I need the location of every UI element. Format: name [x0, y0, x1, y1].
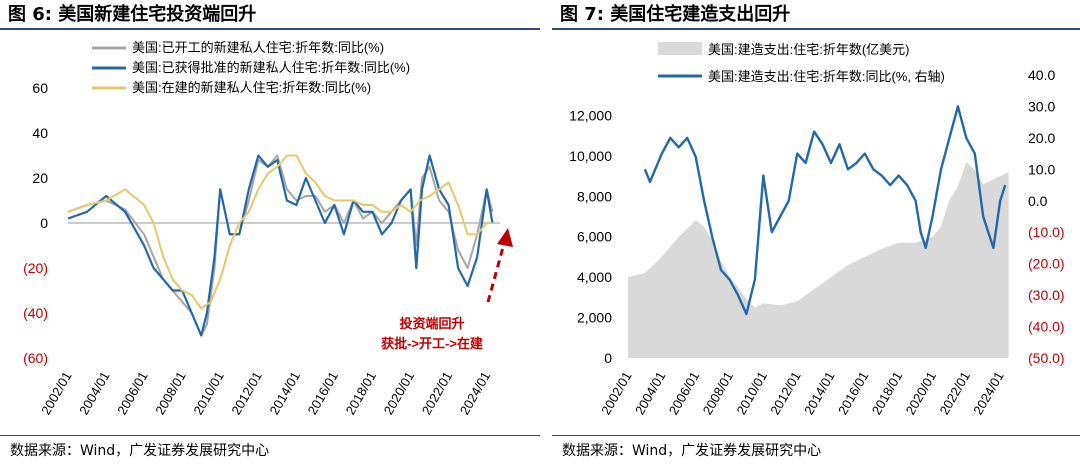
left-x-tick-label: 2002/01 [38, 369, 74, 417]
right-legend-label: 美国:建造支出:住宅:折年数(亿美元) [708, 42, 910, 57]
annotation-line-2: 获批->开工->在建 [381, 336, 483, 351]
left-figure-title: 图 6: 美国新建住宅投资端回升 [0, 0, 540, 30]
starts-series-line [67, 154, 494, 337]
right-legend-swatch [658, 42, 702, 55]
right-figure-title: 图 7: 美国住宅建造支出回升 [552, 0, 1080, 30]
right-chart: 0 2,000 4,000 6,000 8,000 10,000 12,000 40.0 30.… [569, 42, 1065, 417]
right-x-tick-label: 2004/01 [632, 369, 668, 417]
left-y-tick-label: 60 [32, 80, 48, 96]
right-y2-tick-label: 40.0 [1028, 67, 1055, 83]
left-x-tick-label: 2024/01 [457, 369, 493, 417]
left-y-tick-label: (20) [23, 260, 48, 276]
right-x-tick-label: 2018/01 [869, 369, 905, 417]
right-source-note: 数据来源：Wind，广发证券发展研究中心 [552, 435, 1080, 465]
left-x-tick-label: 2018/01 [343, 369, 379, 417]
right-x-tick-label: 2002/01 [598, 369, 634, 417]
right-y-tick-label: 12,000 [569, 107, 612, 123]
left-y-tick-label: 20 [32, 170, 48, 186]
left-x-tick-label: 2010/01 [190, 369, 226, 417]
left-legend-label: 美国:在建的新建私人住宅:折年数:同比(%) [132, 80, 371, 95]
left-y-tick-label: (40) [23, 305, 48, 321]
left-x-tick-label: 2020/01 [381, 369, 417, 417]
right-y2-tick-label: (10.0) [1028, 224, 1065, 240]
right-x-tick-label: 2022/01 [936, 369, 972, 417]
right-y-tick-label: 4,000 [577, 269, 612, 285]
annotation-line-1: 投资端回升 [399, 316, 464, 331]
right-y2-tick-label: 10.0 [1028, 161, 1055, 177]
right-y-tick-label: 0 [604, 350, 612, 366]
right-x-tick-label: 2008/01 [700, 369, 736, 417]
right-figure: 图 7: 美国住宅建造支出回升 0 2,000 4,000 6,000 8,000 10,… [552, 0, 1080, 465]
right-x-tick-label: 2010/01 [733, 369, 769, 417]
trend-arrow-head [497, 228, 513, 247]
right-y2-tick-label: (30.0) [1028, 287, 1065, 303]
right-y2-tick-label: 0.0 [1028, 193, 1048, 209]
left-source-note: 数据来源：Wind，广发证券发展研究中心 [0, 435, 540, 465]
right-y2-tick-label: (40.0) [1028, 319, 1065, 335]
right-y2-tick-label: 30.0 [1028, 98, 1055, 114]
right-y-tick-label: 10,000 [569, 148, 612, 164]
right-y2-tick-label: (20.0) [1028, 256, 1065, 272]
left-legend-label: 美国:已获得批准的新建私人住宅:折年数:同比(%) [132, 60, 410, 75]
spending-yoy-line [643, 105, 1007, 316]
left-x-tick-label: 2006/01 [114, 369, 150, 417]
right-x-tick-label: 2016/01 [835, 369, 871, 417]
left-figure: 图 6: 美国新建住宅投资端回升 60 40 20 0 (20) (40) (60) 2002… [0, 0, 540, 465]
right-y2-tick-label: 20.0 [1028, 130, 1055, 146]
left-x-tick-label: 2016/01 [305, 369, 341, 417]
spending-area [628, 161, 1009, 358]
left-x-tick-label: 2022/01 [419, 369, 455, 417]
right-x-tick-label: 2012/01 [767, 369, 803, 417]
right-x-tick-label: 2006/01 [666, 369, 702, 417]
right-legend-label: 美国:建造支出:住宅:折年数:同比(%, 右轴) [708, 69, 945, 84]
left-x-tick-label: 2004/01 [76, 369, 112, 417]
permits-series-line [67, 154, 494, 337]
under-construction-series-line [67, 154, 493, 310]
left-x-tick-label: 2014/01 [266, 369, 302, 417]
right-x-tick-label: 2014/01 [801, 369, 837, 417]
right-y-tick-label: 2,000 [577, 310, 612, 326]
right-y2-tick-label: (50.0) [1028, 350, 1065, 366]
left-chart: 60 40 20 0 (20) (40) (60) 2002/01 2004/01 2006/01… [23, 40, 513, 417]
right-y-tick-label: 8,000 [577, 188, 612, 204]
trend-arrow-shaft [486, 239, 507, 303]
left-y-tick-label: 40 [32, 125, 48, 141]
right-x-tick-label: 2020/01 [903, 369, 939, 417]
right-y-tick-label: 6,000 [577, 229, 612, 245]
right-x-tick-label: 2024/01 [970, 369, 1006, 417]
left-x-tick-label: 2012/01 [228, 369, 264, 417]
left-y-tick-label: (60) [23, 350, 48, 366]
left-y-tick-label: 0 [40, 215, 48, 231]
left-legend-label: 美国:已开工的新建私人住宅:折年数:同比(%) [132, 40, 384, 55]
left-x-tick-label: 2008/01 [152, 369, 188, 417]
